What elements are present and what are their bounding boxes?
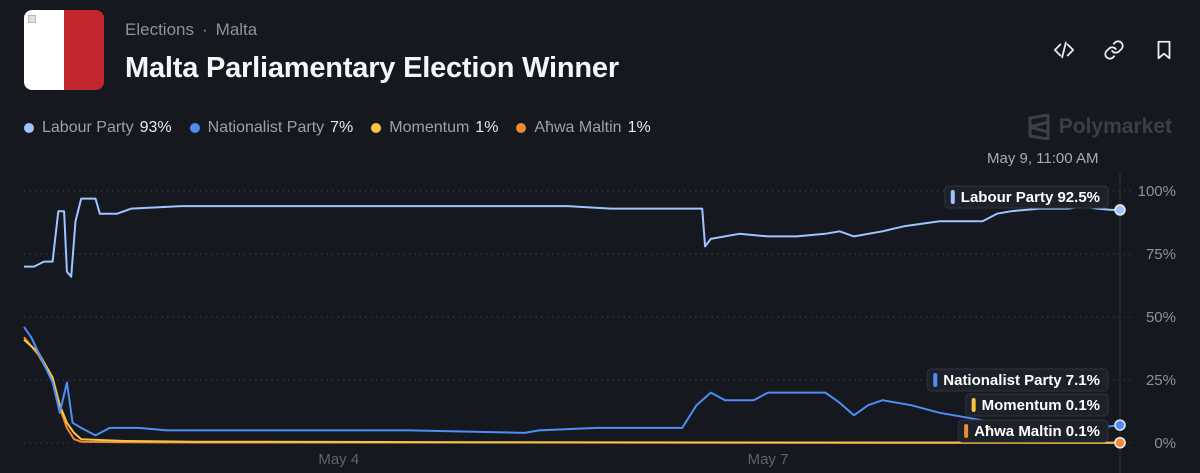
tooltip-swatch — [950, 190, 955, 204]
legend-label: Aħwa Maltin — [534, 119, 622, 136]
legend-swatch — [189, 123, 200, 133]
legend-label: Nationalist Party — [207, 119, 325, 136]
polymarket-logo: Polymarket — [1027, 114, 1172, 140]
tooltip-box — [926, 368, 1109, 392]
legend-swatch — [371, 123, 382, 133]
series-end-dot — [1114, 419, 1126, 431]
y-tick-label: 100% — [1138, 183, 1176, 200]
bookmark-icon — [1157, 40, 1171, 60]
tooltip-swatch — [964, 424, 969, 438]
tooltip-label: Aħwa Maltin 0.1% — [974, 423, 1100, 440]
breadcrumb-malta[interactable]: Malta — [215, 20, 258, 39]
series-line-nationalist-party — [23, 326, 1121, 437]
legend-swatch — [516, 123, 527, 133]
series-line-labour-party — [24, 197, 1120, 278]
malta-flag-icon — [24, 10, 104, 90]
series-line-momentum — [23, 338, 1120, 444]
embed-button[interactable] — [1052, 38, 1076, 62]
legend-item-ahwa-maltin[interactable]: Aħwa Maltin 1% — [516, 119, 651, 137]
chart-legend: Labour Party 93% Nationalist Party 7% Mome… — [24, 119, 651, 137]
legend-item-momentum[interactable]: Momentum 1% — [371, 119, 498, 137]
legend-value: 7% — [330, 119, 354, 136]
tooltip-label: Momentum 0.1% — [982, 397, 1100, 414]
legend-item-nationalist[interactable]: Nationalist Party 7% — [189, 119, 354, 137]
legend-label: Labour Party — [42, 119, 134, 136]
y-tick-label: 25% — [1146, 372, 1176, 389]
breadcrumb-elections[interactable]: Elections — [125, 20, 194, 39]
tooltip-box — [965, 393, 1109, 417]
tooltip-swatch — [971, 398, 976, 412]
legend-item-labour[interactable]: Labour Party 93% — [24, 119, 172, 137]
embed-icon — [1053, 41, 1075, 59]
tooltip-label: Labour Party 92.5% — [961, 189, 1100, 206]
copy-link-button[interactable] — [1102, 38, 1126, 62]
header-actions — [1052, 38, 1176, 62]
tooltip-box — [944, 185, 1109, 209]
series-end-dot — [1114, 436, 1126, 449]
legend-value: 1% — [475, 119, 499, 136]
tooltip-swatch — [933, 373, 938, 387]
y-tick-label: 75% — [1146, 246, 1176, 263]
legend-value: 1% — [627, 119, 651, 136]
brand-name: Polymarket — [1058, 115, 1172, 138]
breadcrumb: Elections · Malta — [125, 20, 258, 39]
legend-label: Momentum — [389, 119, 470, 136]
legend-swatch — [24, 123, 34, 133]
bookmark-button[interactable] — [1152, 38, 1176, 62]
hover-timestamp: May 9, 11:00 AM — [987, 150, 1099, 167]
y-tick-label: 0% — [1154, 435, 1176, 452]
x-tick-label: May 7 — [748, 451, 789, 468]
tooltip-label: Nationalist Party 7.1% — [943, 372, 1100, 389]
link-icon — [1104, 40, 1124, 60]
y-tick-label: 50% — [1146, 309, 1176, 326]
tooltip-box — [957, 419, 1109, 443]
series-end-dot — [1114, 204, 1126, 216]
polymarket-logo-icon — [1028, 114, 1050, 140]
page-title: Malta Parliamentary Election Winner — [125, 52, 619, 84]
george-cross-icon — [28, 15, 36, 23]
x-tick-label: May 4 — [318, 451, 359, 468]
legend-value: 93% — [139, 119, 172, 136]
